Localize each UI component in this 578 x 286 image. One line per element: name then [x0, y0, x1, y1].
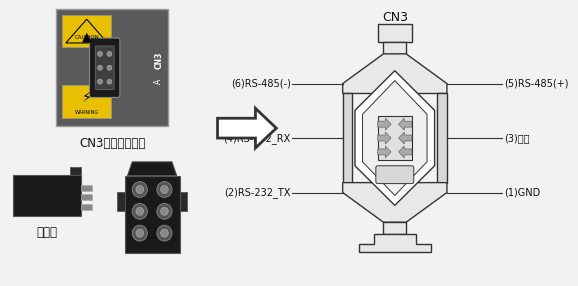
- Polygon shape: [399, 118, 412, 130]
- Text: A: A: [154, 79, 163, 84]
- Text: WARNING: WARNING: [75, 110, 99, 115]
- FancyBboxPatch shape: [90, 38, 120, 98]
- Bar: [378, 24, 412, 42]
- Bar: [117, 192, 125, 211]
- Polygon shape: [128, 162, 177, 176]
- Polygon shape: [399, 146, 412, 158]
- Text: (4)RS-232_RX: (4)RS-232_RX: [223, 133, 291, 144]
- Text: (2)RS-232_TX: (2)RS-232_TX: [224, 187, 291, 198]
- Bar: [438, 94, 447, 183]
- Text: 侧面图: 侧面图: [36, 226, 57, 239]
- Polygon shape: [362, 81, 427, 196]
- FancyBboxPatch shape: [376, 166, 414, 184]
- Polygon shape: [66, 19, 108, 43]
- Circle shape: [136, 186, 143, 194]
- Text: 背面图: 背面图: [142, 226, 162, 239]
- Bar: [62, 15, 112, 47]
- Text: ▲: ▲: [82, 31, 91, 43]
- Text: ⚡: ⚡: [82, 92, 91, 106]
- Polygon shape: [343, 183, 447, 222]
- Bar: [378, 116, 412, 160]
- Circle shape: [107, 65, 112, 70]
- Circle shape: [136, 207, 143, 215]
- Circle shape: [161, 229, 168, 237]
- Polygon shape: [343, 54, 447, 94]
- Polygon shape: [355, 71, 435, 205]
- Circle shape: [98, 65, 102, 70]
- Bar: [343, 94, 352, 183]
- Bar: [62, 85, 112, 118]
- Bar: [81, 204, 92, 210]
- Text: (1)GND: (1)GND: [504, 188, 540, 198]
- Text: CN3连接器（母）: CN3连接器（母）: [79, 138, 146, 150]
- Text: CN3: CN3: [382, 11, 408, 24]
- Bar: [13, 175, 81, 216]
- FancyBboxPatch shape: [57, 9, 168, 126]
- Bar: [69, 167, 81, 175]
- Bar: [383, 222, 406, 234]
- Text: (5)RS-485(+): (5)RS-485(+): [504, 79, 568, 89]
- Circle shape: [157, 225, 172, 241]
- Circle shape: [107, 79, 112, 84]
- Polygon shape: [217, 108, 276, 148]
- Polygon shape: [378, 132, 391, 144]
- Polygon shape: [378, 118, 391, 130]
- FancyBboxPatch shape: [95, 46, 114, 90]
- Circle shape: [107, 51, 112, 56]
- Circle shape: [157, 203, 172, 219]
- Polygon shape: [359, 234, 431, 252]
- Text: CN3: CN3: [154, 51, 163, 69]
- Circle shape: [98, 51, 102, 56]
- Text: (3)保留: (3)保留: [504, 133, 529, 143]
- Bar: [125, 176, 180, 253]
- Circle shape: [98, 79, 102, 84]
- Polygon shape: [378, 146, 391, 158]
- Circle shape: [157, 182, 172, 197]
- Circle shape: [161, 207, 168, 215]
- Circle shape: [132, 203, 147, 219]
- Circle shape: [161, 186, 168, 194]
- Bar: [81, 184, 92, 190]
- Text: (6)RS-485(-): (6)RS-485(-): [231, 79, 291, 89]
- Circle shape: [132, 182, 147, 197]
- Bar: [81, 194, 92, 200]
- Bar: [180, 192, 187, 211]
- Bar: [383, 42, 406, 54]
- Polygon shape: [399, 132, 412, 144]
- Circle shape: [132, 225, 147, 241]
- Circle shape: [136, 229, 143, 237]
- Text: CAUTION: CAUTION: [75, 35, 99, 39]
